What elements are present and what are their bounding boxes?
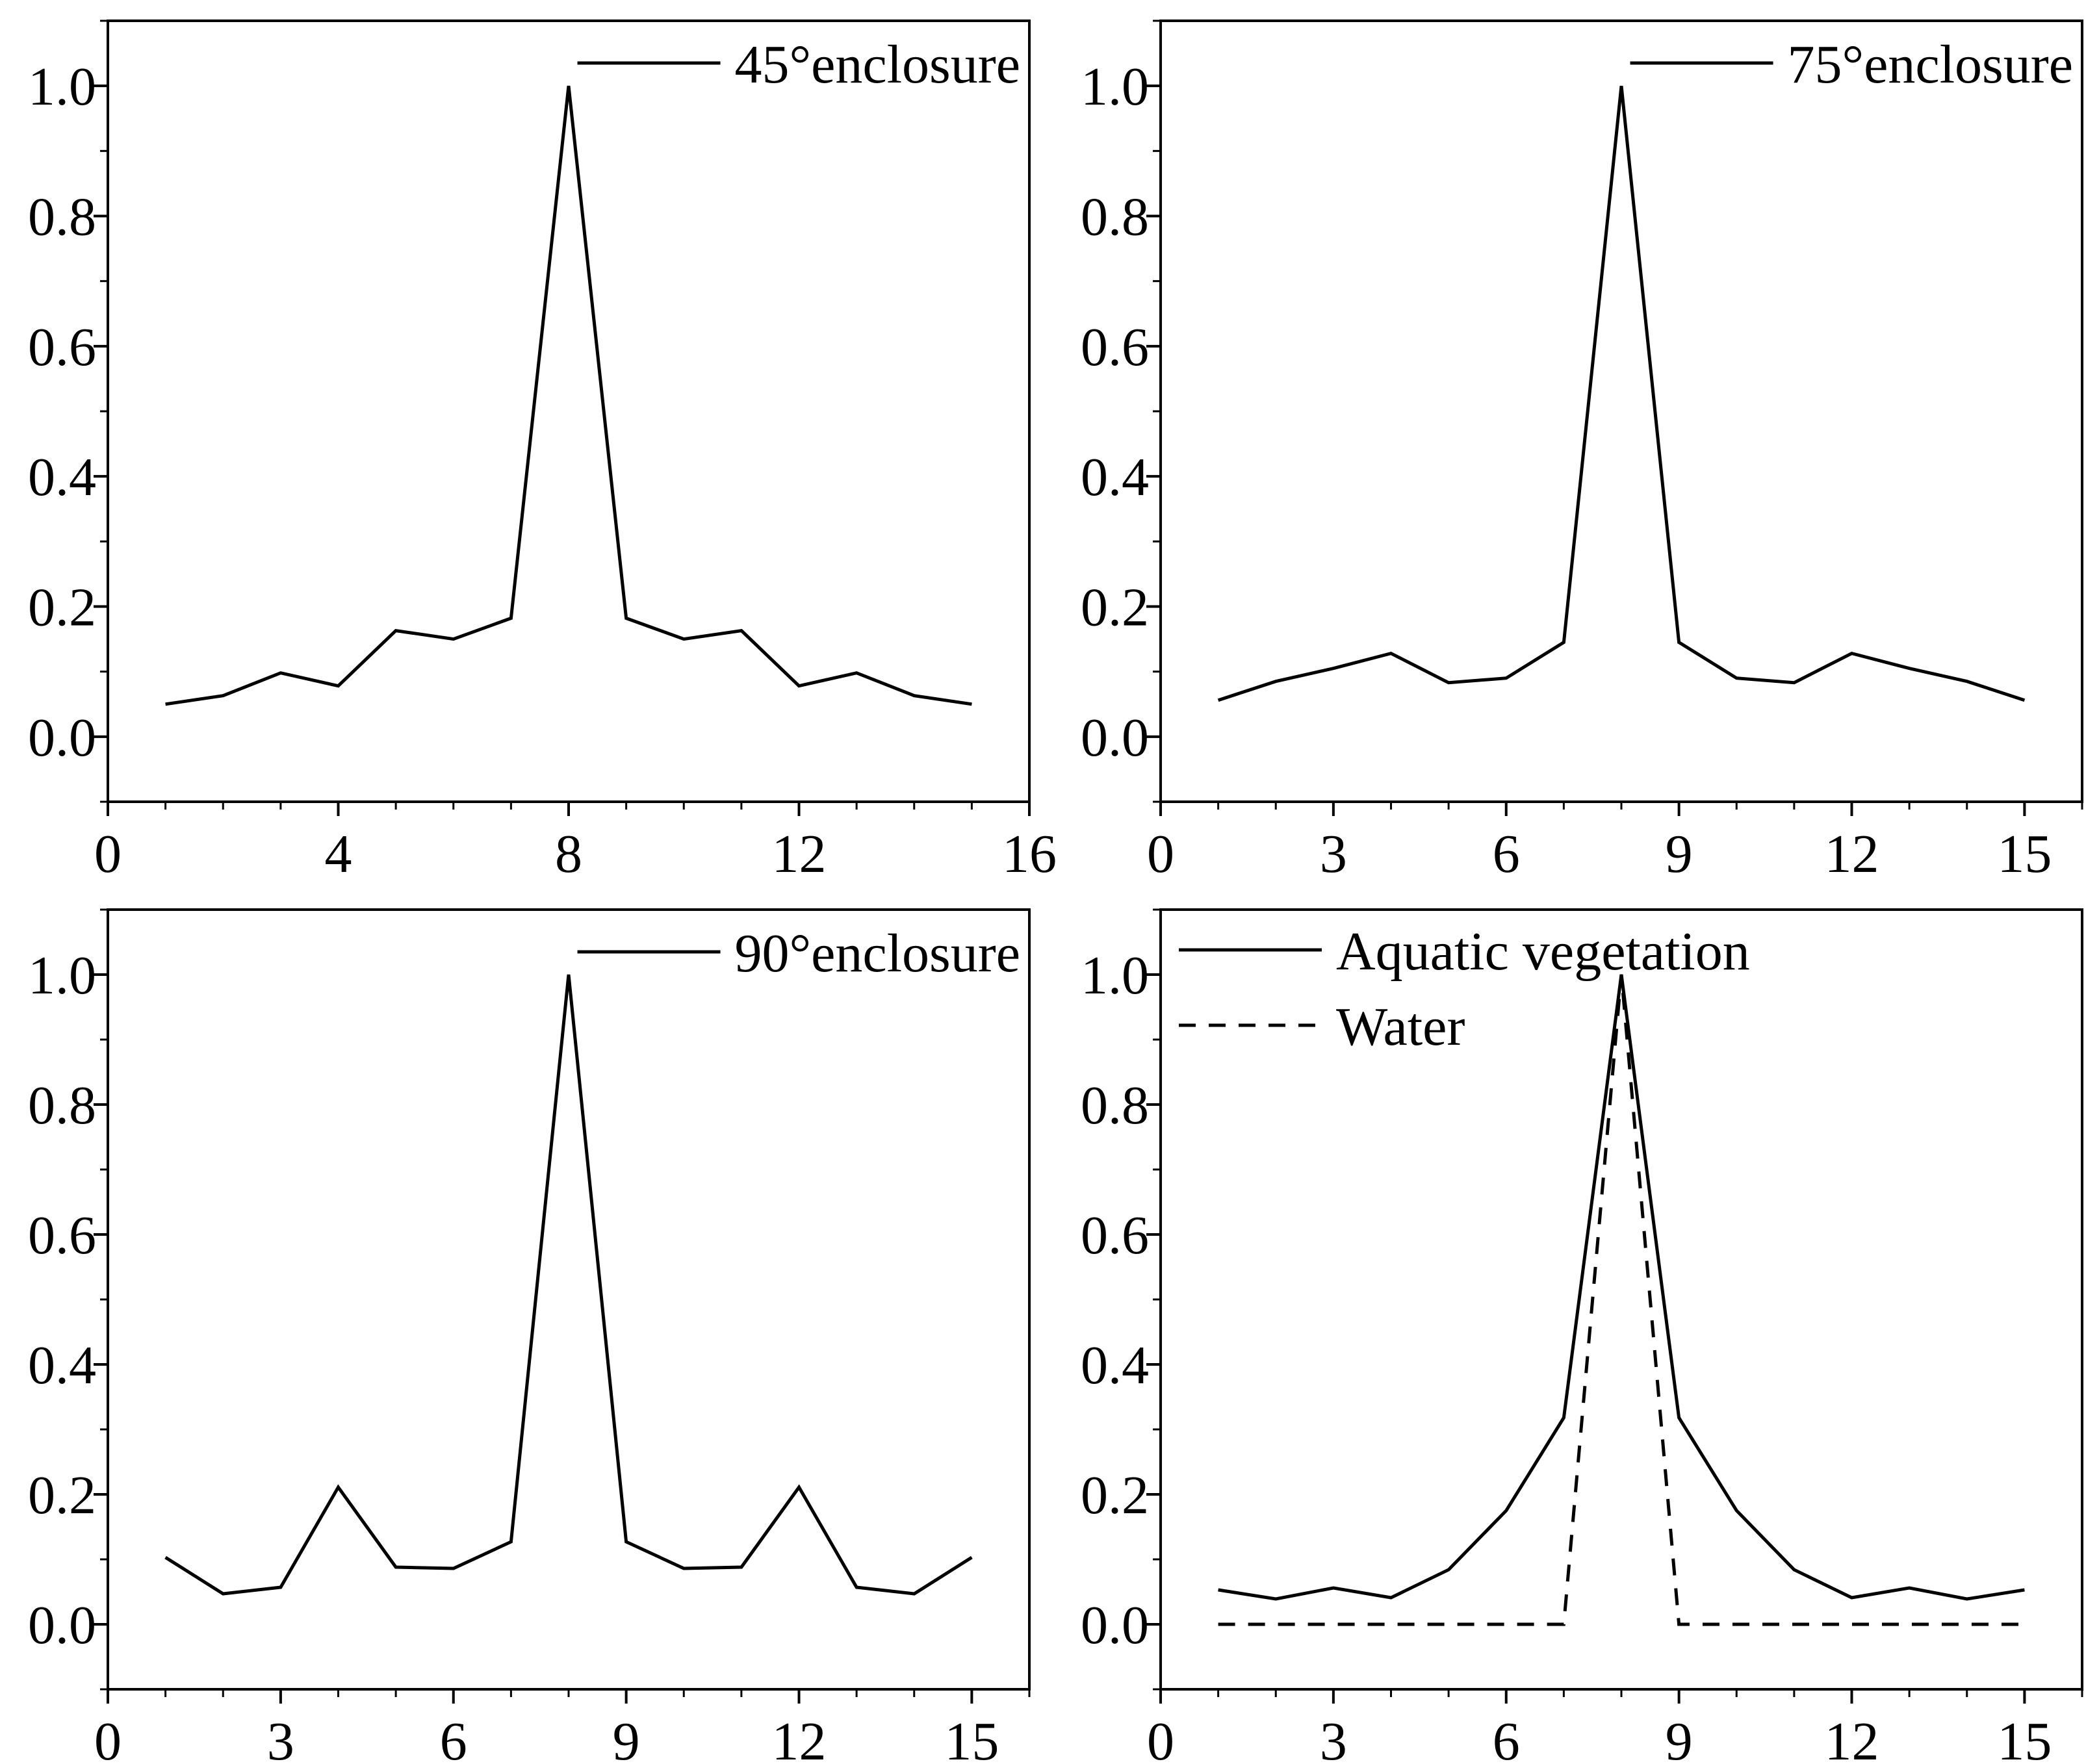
y-tick-label: 0.8 <box>28 187 96 248</box>
series-line-water <box>1218 974 2025 1626</box>
x-tick-label: 16 <box>1002 824 1057 884</box>
x-tick-label: 3 <box>267 1711 294 1764</box>
y-tick-label: 0.6 <box>28 317 96 377</box>
y-tick-label: 0.2 <box>1081 1465 1149 1526</box>
y-tick-label: 0.8 <box>28 1075 96 1136</box>
x-tick-label: 4 <box>325 824 352 884</box>
legend-label: 75°enclosure <box>1788 34 2073 95</box>
chart-panel-1: 0 4 8 12 16 0.0 0.2 0.4 0.6 0.8 1.0 45°enclosure <box>28 19 1057 884</box>
x-tick-label: 12 <box>1825 1711 1879 1764</box>
y-tick-label: 0.6 <box>28 1205 96 1266</box>
y-tick-label: 1.0 <box>28 57 96 117</box>
y-tick-label: 1.0 <box>28 945 96 1006</box>
series-line-45-enclosure <box>165 85 972 706</box>
y-tick-label: 0.2 <box>28 578 96 638</box>
x-tick-label: 0 <box>94 1711 122 1764</box>
x-tick-label: 3 <box>1320 1711 1347 1764</box>
y-tick-label: 0.0 <box>28 1595 96 1655</box>
chart-panel-2: 0 3 6 9 12 15 0.0 0.2 0.4 0.6 0.8 1.0 75°enclosure <box>1081 19 2083 884</box>
x-tick-label: 12 <box>772 824 827 884</box>
legend-label: Water <box>1336 997 1465 1057</box>
x-tick-label: 6 <box>440 1711 467 1764</box>
y-tick-label: 0.0 <box>1081 708 1149 768</box>
chart-panel-3: 0 3 6 9 12 15 0.0 0.2 0.4 0.6 0.8 1.0 90°enclosure <box>28 908 1031 1764</box>
x-tick-label: 12 <box>772 1711 827 1764</box>
x-tick-label: 0 <box>1147 824 1174 884</box>
x-tick-label: 3 <box>1320 824 1347 884</box>
y-tick-label: 0.6 <box>1081 1205 1149 1266</box>
x-tick-label: 9 <box>1666 1711 1693 1764</box>
y-tick-label: 0.2 <box>1081 578 1149 638</box>
y-tick-label: 0.4 <box>28 1335 96 1396</box>
y-tick-label: 0.8 <box>1081 187 1149 248</box>
series-line-75-enclosure <box>1217 85 2026 702</box>
y-tick-label: 0.0 <box>28 708 96 768</box>
x-tick-label: 6 <box>1493 1711 1520 1764</box>
x-tick-label: 15 <box>1997 1711 2052 1764</box>
x-tick-label: 0 <box>1147 1711 1174 1764</box>
y-tick-label: 1.0 <box>1081 945 1149 1006</box>
y-tick-label: 1.0 <box>1081 57 1149 117</box>
x-tick-label: 12 <box>1825 824 1879 884</box>
y-tick-label: 0.4 <box>1081 447 1149 507</box>
x-tick-label: 9 <box>613 1711 640 1764</box>
y-tick-label: 0.2 <box>28 1465 96 1526</box>
chart-panel-4: 0 3 6 9 12 15 0.0 0.2 0.4 0.6 0.8 1.0 Aquatic vegeta… <box>1081 908 2083 1764</box>
series-line-90-enclosure <box>164 974 973 1596</box>
x-tick-label: 9 <box>1666 824 1693 884</box>
y-tick-label: 0.8 <box>1081 1075 1149 1136</box>
legend-label: Aquatic vegetation <box>1336 921 1750 982</box>
y-tick-label: 0.6 <box>1081 317 1149 377</box>
x-tick-label: 8 <box>555 824 582 884</box>
y-tick-label: 0.4 <box>1081 1335 1149 1396</box>
legend-label: 45°enclosure <box>735 34 1020 95</box>
x-tick-label: 15 <box>1997 824 2052 884</box>
legend-label: 90°enclosure <box>735 923 1020 984</box>
x-tick-label: 6 <box>1493 824 1520 884</box>
y-tick-label: 0.4 <box>28 447 96 507</box>
y-tick-label: 0.0 <box>1081 1595 1149 1655</box>
x-tick-label: 15 <box>944 1711 999 1764</box>
x-tick-label: 0 <box>94 824 122 884</box>
